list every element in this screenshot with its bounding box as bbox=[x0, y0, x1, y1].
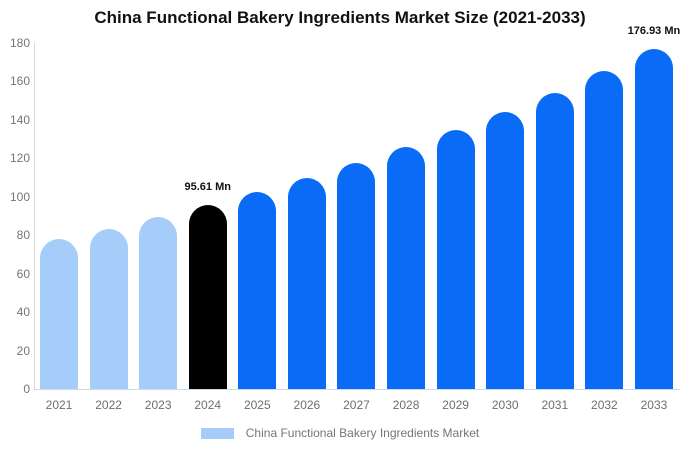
x-axis-label-2025: 2025 bbox=[243, 398, 271, 412]
y-axis-tick-label-180: 180 bbox=[9, 36, 30, 50]
bar-2022[interactable] bbox=[89, 228, 128, 389]
bar-2021[interactable] bbox=[40, 239, 78, 389]
bar-2025[interactable] bbox=[238, 192, 277, 389]
bar-2029[interactable] bbox=[436, 130, 475, 389]
x-axis-label-2028: 2028 bbox=[392, 398, 420, 412]
value-label-2024: 95.61 Mn bbox=[184, 181, 231, 194]
bar-2024[interactable] bbox=[188, 205, 227, 389]
bar-2030[interactable] bbox=[486, 112, 525, 389]
x-axis-label-2021: 2021 bbox=[45, 398, 73, 412]
y-axis-line bbox=[34, 43, 35, 389]
x-axis-label-2032: 2032 bbox=[591, 398, 618, 412]
y-axis-tick-label-20: 20 bbox=[16, 343, 30, 358]
y-axis-tick-label-120: 120 bbox=[9, 151, 30, 166]
y-axis-tick-label-160: 160 bbox=[9, 74, 30, 89]
x-axis-label-2033: 2033 bbox=[640, 398, 668, 412]
y-axis-tick-label-0: 0 bbox=[23, 382, 30, 396]
bar-2033[interactable] bbox=[634, 48, 673, 389]
y-axis-tick-label-140: 140 bbox=[9, 112, 30, 127]
x-axis-label-2031: 2031 bbox=[541, 398, 569, 412]
bar-2027[interactable] bbox=[337, 163, 376, 389]
x-axis-label-2023: 2023 bbox=[144, 398, 172, 412]
y-axis-tick-label-40: 40 bbox=[16, 305, 30, 320]
y-axis-tick-label-60: 60 bbox=[16, 266, 30, 281]
x-axis-line bbox=[34, 389, 680, 390]
chart-title: China Functional Bakery Ingredients Mark… bbox=[94, 8, 586, 27]
bar-2026[interactable] bbox=[287, 178, 326, 389]
y-axis-tick-label-100: 100 bbox=[9, 189, 30, 204]
bar-2028[interactable] bbox=[387, 147, 426, 389]
legend-label[interactable]: China Functional Bakery Ingredients Mark… bbox=[245, 426, 480, 440]
x-axis-label-2024: 2024 bbox=[194, 398, 222, 412]
x-axis-label-2029: 2029 bbox=[442, 398, 469, 412]
bar-2032[interactable] bbox=[585, 71, 624, 389]
bar-2031[interactable] bbox=[535, 92, 574, 389]
x-axis-label-2030: 2030 bbox=[491, 398, 519, 412]
x-axis-label-2027: 2027 bbox=[343, 398, 370, 412]
x-axis-label-2026: 2026 bbox=[293, 398, 321, 412]
y-axis-tick-label-80: 80 bbox=[16, 228, 30, 243]
value-label-2033: 176.93 Mn bbox=[627, 24, 680, 37]
x-axis-label-2022: 2022 bbox=[95, 398, 122, 412]
legend-swatch[interactable] bbox=[200, 427, 234, 439]
legend: China Functional Bakery Ingredients Mark… bbox=[0, 426, 680, 440]
bar-2023[interactable] bbox=[139, 217, 178, 389]
